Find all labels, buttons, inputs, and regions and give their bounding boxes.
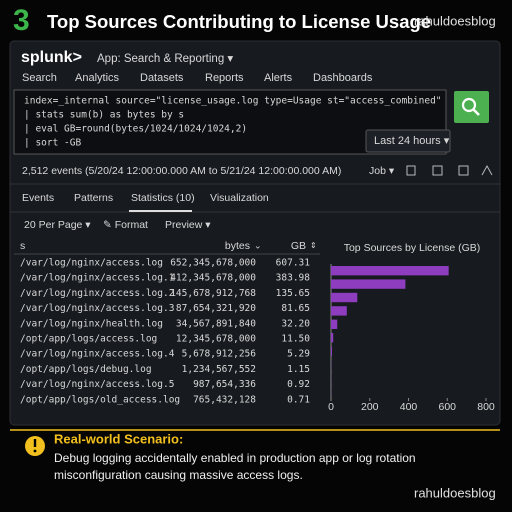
event-count: 2,512 events (5/20/24 12:00:00.000 AM to… <box>22 165 341 177</box>
warning-icon <box>33 439 37 447</box>
search-button[interactable] <box>454 91 489 123</box>
step-number: 3 <box>13 4 30 37</box>
watermark: rahuldoesblog <box>414 13 496 28</box>
table-cell: 607.31 <box>276 258 311 269</box>
table-cell: 412,345,678,000 <box>170 273 256 284</box>
search-icon <box>472 108 480 116</box>
table-cell: 765,432,128 <box>193 394 256 405</box>
query-line: | eval GB=round(bytes/1024/1024/1024,2) <box>24 124 247 135</box>
bar <box>331 319 338 329</box>
toolbar-button[interactable]: 20 Per Page ▾ <box>24 219 91 231</box>
bar <box>331 306 347 316</box>
tab[interactable]: Visualization <box>210 192 269 204</box>
table-cell: /var/log/nginx/access.log.5 <box>20 379 174 390</box>
table-cell: 1.15 <box>287 364 310 375</box>
bar <box>331 346 333 356</box>
nav-item[interactable]: Search <box>22 72 57 84</box>
nav-item[interactable]: Analytics <box>75 72 120 84</box>
query-line: index=_internal source="license_usage.lo… <box>24 96 442 107</box>
share-icon[interactable] <box>432 165 443 176</box>
nav-item[interactable]: Dashboards <box>313 72 373 84</box>
table-cell: /opt/app/logs/old_access.log <box>20 394 180 405</box>
table-cell: 34,567,891,840 <box>176 318 256 329</box>
sort-icon[interactable]: ⌄ <box>254 240 262 250</box>
table-cell: /var/log/nginx/access.log.1 <box>20 273 175 284</box>
logo: splunk> <box>21 49 82 66</box>
bar <box>331 266 449 276</box>
chart-title: Top Sources by License (GB) <box>344 242 481 254</box>
tab[interactable]: Statistics (10) <box>131 192 195 204</box>
table-cell: 12,345,678,000 <box>176 334 256 345</box>
x-tick-label: 600 <box>438 401 456 413</box>
time-picker[interactable] <box>365 129 451 153</box>
tab[interactable]: Patterns <box>74 192 113 204</box>
bar <box>331 292 358 303</box>
watermark: rahuldoesblog <box>414 485 496 500</box>
toolbar-button[interactable]: ✎ Format <box>103 219 148 231</box>
table-cell: 81.65 <box>281 303 310 314</box>
nav-item[interactable]: Alerts <box>264 72 293 84</box>
table-cell: 1,234,567,552 <box>182 364 256 375</box>
nav-item[interactable]: Datasets <box>140 72 184 84</box>
table-cell: /var/log/nginx/health.log <box>20 318 163 329</box>
callout-text: misconfiguration causing massive access … <box>54 468 303 482</box>
table-cell: 987,654,336 <box>193 379 256 390</box>
sort-icon[interactable]: ⇕ <box>310 241 317 250</box>
bar <box>331 333 334 343</box>
table-cell: 0.71 <box>287 394 310 405</box>
table-cell: 652,345,678,000 <box>170 258 256 269</box>
table-cell: 383.98 <box>276 273 311 284</box>
table-cell: 0.92 <box>287 379 310 390</box>
table-cell: /var/log/nginx/access.log.3 <box>20 303 174 314</box>
column-header[interactable]: bytes <box>225 240 250 252</box>
toolbar-button[interactable]: Preview ▾ <box>165 219 211 231</box>
table-cell: 145,678,912,768 <box>170 288 256 299</box>
table-cell: 135.65 <box>276 288 310 299</box>
warning-icon <box>33 449 37 453</box>
search-icon <box>461 97 477 113</box>
table-cell: 11.50 <box>281 334 310 345</box>
pause-icon[interactable] <box>406 165 416 176</box>
table-cell: /opt/app/logs/access.log <box>20 334 157 345</box>
table-cell: 32.20 <box>281 318 310 329</box>
table-cell: 5,678,912,256 <box>182 349 257 360</box>
bar <box>331 279 406 289</box>
column-header[interactable]: s <box>20 240 25 252</box>
tab[interactable]: Events <box>22 192 54 204</box>
x-tick-label: 800 <box>477 401 495 413</box>
x-tick-label: 0 <box>328 401 334 413</box>
column-header[interactable]: GB <box>291 240 306 252</box>
callout-title: Real-world Scenario: <box>54 431 183 446</box>
table-cell: 87,654,321,920 <box>176 303 256 314</box>
x-tick-label: 200 <box>361 401 379 413</box>
nav-item[interactable]: Reports <box>205 72 244 84</box>
x-tick-label: 400 <box>400 401 418 413</box>
table-cell: /var/log/nginx/access.log.4 <box>20 349 175 360</box>
callout-text: Debug logging accidentally enabled in pr… <box>54 451 416 465</box>
table-cell: /var/log/nginx/access.log <box>20 258 163 269</box>
callout <box>10 429 500 501</box>
job-menu[interactable]: Job ▾ <box>369 165 395 177</box>
export-icon[interactable] <box>481 164 493 176</box>
query-line: | stats sum(b) as bytes by s <box>24 110 184 121</box>
app-menu[interactable]: App: Search & Reporting ▾ <box>97 53 233 65</box>
title: Top Sources Contributing to License Usag… <box>47 11 431 32</box>
time-picker-label[interactable]: Last 24 hours ▾ <box>374 135 450 147</box>
query-line: | sort -GB <box>24 138 81 149</box>
table-cell: 5.29 <box>287 349 310 360</box>
print-icon[interactable] <box>458 165 469 176</box>
table-cell: /var/log/nginx/access.log.2 <box>20 288 174 299</box>
table-cell: /opt/app/logs/debug.log <box>20 364 152 375</box>
